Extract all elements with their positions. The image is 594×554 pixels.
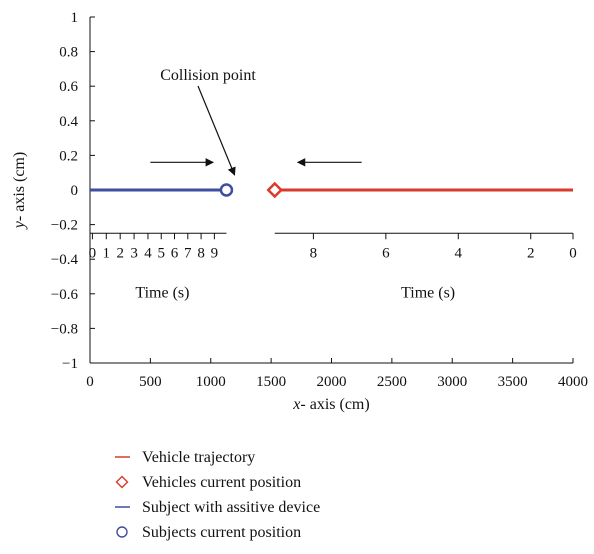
time-tick-label: 3 bbox=[130, 245, 138, 261]
y-tick-label: 0 bbox=[71, 183, 79, 199]
legend-label: Vehicle trajectory bbox=[142, 449, 255, 466]
x-tick-label: 500 bbox=[139, 374, 162, 390]
legend-label: Subject with assitive device bbox=[142, 499, 320, 516]
time-tick-label: 6 bbox=[382, 245, 390, 261]
x-tick-label: 0 bbox=[86, 374, 94, 390]
time-tick-label: 7 bbox=[184, 245, 192, 261]
time-tick-label: 2 bbox=[527, 245, 535, 261]
x-tick-label: 3500 bbox=[498, 374, 528, 390]
subject-marker bbox=[219, 183, 234, 197]
x-tick-label: 2000 bbox=[317, 374, 347, 390]
legend-label: Subjects current position bbox=[142, 524, 301, 541]
y-tick-label: 0.6 bbox=[59, 79, 78, 95]
y-tick-label: −1 bbox=[62, 356, 78, 372]
legend-swatch-circle bbox=[116, 526, 128, 538]
y-tick-label: −0.2 bbox=[51, 218, 78, 234]
y-tick-label: −0.6 bbox=[51, 287, 79, 303]
x-axis-label: x- axis (cm) bbox=[292, 396, 369, 413]
x-tick-label: 1000 bbox=[196, 374, 226, 390]
time-tick-label: 4 bbox=[455, 245, 463, 261]
y-axis-label: y- axis (cm) bbox=[11, 152, 28, 230]
legend-label: Vehicles current position bbox=[142, 474, 301, 491]
y-tick-label: 1 bbox=[71, 10, 79, 26]
time-tick-label: 6 bbox=[171, 245, 179, 261]
time-tick-label: 5 bbox=[157, 245, 165, 261]
y-tick-label: 0.8 bbox=[59, 45, 78, 61]
time-axis-label-1: Time (s) bbox=[401, 284, 455, 301]
collision-arrow bbox=[197, 85, 236, 176]
time-tick-label: 0 bbox=[569, 245, 577, 261]
x-tick-label: 4000 bbox=[558, 374, 588, 390]
time-tick-label: 9 bbox=[211, 245, 219, 261]
time-tick-label: 8 bbox=[197, 245, 205, 261]
time-tick-label: 4 bbox=[144, 245, 152, 261]
vehicle-marker bbox=[266, 181, 284, 199]
time-tick-label: 0 bbox=[89, 245, 97, 261]
time-tick-label: 8 bbox=[310, 245, 318, 261]
x-tick-label: 3000 bbox=[437, 374, 467, 390]
time-axis-label-0: Time (s) bbox=[135, 284, 189, 301]
y-tick-label: 0.4 bbox=[59, 114, 78, 130]
y-tick-label: −0.8 bbox=[51, 321, 78, 337]
time-tick-label: 2 bbox=[116, 245, 124, 261]
y-tick-label: −0.4 bbox=[51, 252, 79, 268]
x-tick-label: 1500 bbox=[256, 374, 286, 390]
collision-label: Collision point bbox=[160, 67, 256, 84]
y-tick-label: 0.2 bbox=[59, 148, 78, 164]
time-tick-label: 1 bbox=[103, 245, 111, 261]
legend-swatch-diamond bbox=[115, 475, 129, 489]
x-tick-label: 2500 bbox=[377, 374, 407, 390]
